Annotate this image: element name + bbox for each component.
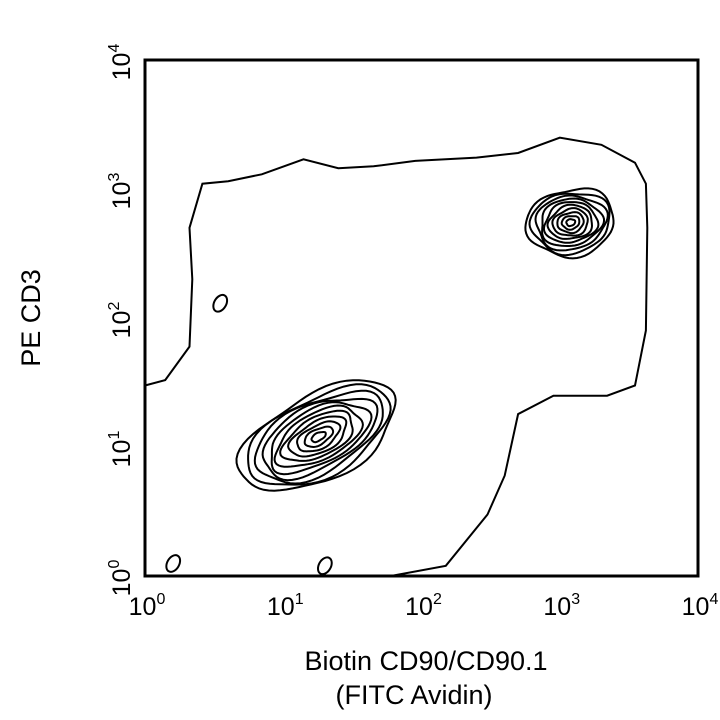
- contour-level: [270, 401, 373, 476]
- contour-lines: [144, 136, 649, 577]
- y-tick-label: 100: [106, 560, 136, 597]
- x-tick-label: 102: [405, 591, 442, 621]
- contour-level: [542, 201, 600, 244]
- contour-level: [261, 397, 379, 482]
- contour-level: [253, 389, 384, 485]
- contour-level: [524, 187, 615, 260]
- contour-level: [528, 192, 611, 257]
- x-tick-label: 104: [682, 591, 719, 621]
- contour-level: [235, 379, 397, 492]
- y-tick-label: 102: [106, 302, 136, 339]
- x-tick-labels: 100 101 102 103 104: [129, 591, 719, 621]
- contour-level: [534, 194, 609, 252]
- contour-level: [551, 207, 589, 237]
- contour-level: [279, 409, 354, 462]
- y-tick-label: 101: [106, 431, 136, 468]
- contour-level: [287, 415, 348, 458]
- contour-level: [560, 215, 581, 231]
- x-tick-label: 103: [543, 591, 580, 621]
- contour-level: [247, 383, 392, 486]
- outer-contour: [144, 136, 649, 577]
- y-tick-label: 103: [106, 173, 136, 210]
- contour-level: [541, 197, 605, 247]
- x-axis-label-line2: (FITC Avidin): [335, 680, 492, 710]
- contour-level: [273, 404, 364, 468]
- x-tick-label: 101: [267, 591, 304, 621]
- contour-level: [556, 211, 585, 235]
- y-axis-label: PE CD3: [16, 269, 46, 367]
- x-axis-label-line1: Biotin CD90/CD90.1: [304, 646, 547, 676]
- contour-level: [303, 425, 335, 449]
- y-tick-label: 104: [106, 44, 136, 81]
- outlier-contour: [316, 556, 333, 576]
- contour-level: [565, 218, 577, 228]
- contour-level: [546, 203, 594, 240]
- y-tick-labels: 100 101 102 103 104: [106, 44, 136, 597]
- plot-frame: [143, 58, 700, 578]
- x-tick-label: 100: [129, 591, 166, 621]
- outlier-contour: [165, 554, 182, 573]
- contour-level: [310, 431, 327, 444]
- contour-level: [296, 420, 342, 453]
- outlier-contour: [212, 293, 229, 313]
